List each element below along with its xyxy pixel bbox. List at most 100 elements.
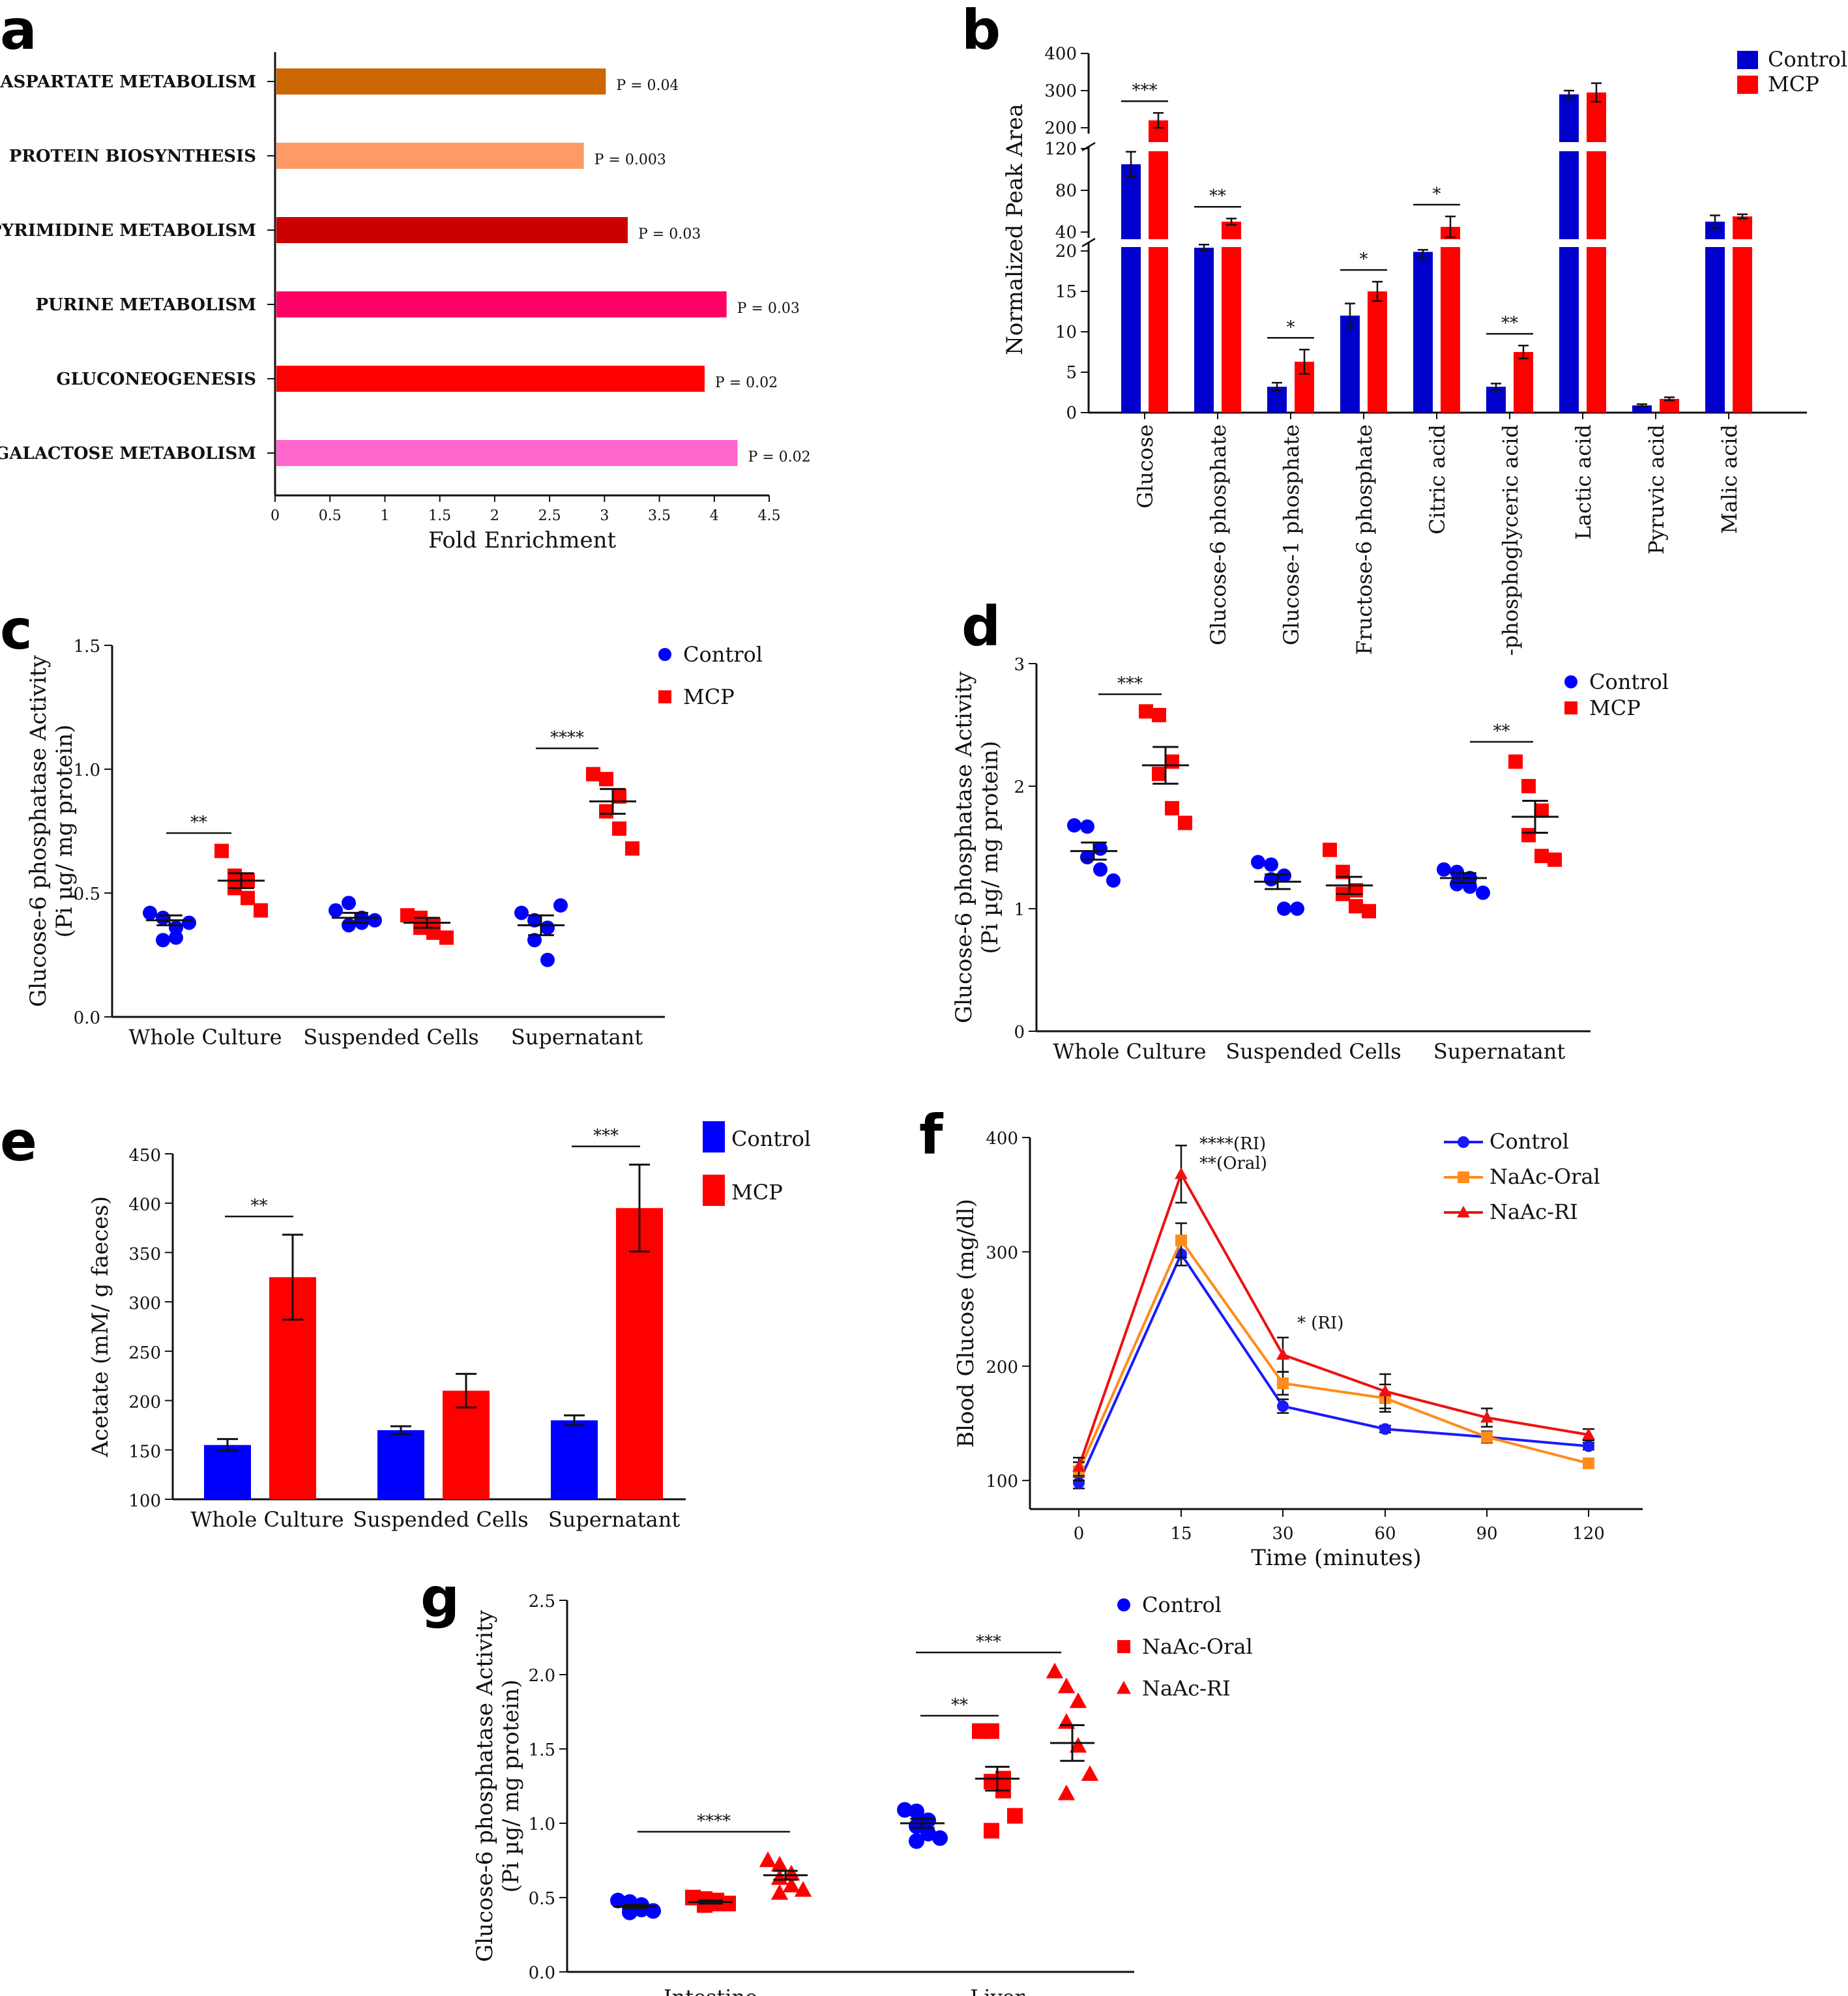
- data-point-control: [527, 933, 542, 948]
- panel-label-e: e: [0, 1109, 37, 1173]
- enrichment-bar: [276, 440, 738, 466]
- data-point-mcp: [1165, 800, 1179, 815]
- group-label: Whole Culture: [128, 1025, 282, 1049]
- x-tick-label: 0: [271, 508, 280, 524]
- y-tick-label: 1.5: [74, 637, 100, 656]
- legend-marker-control: [658, 648, 671, 661]
- data-point-control: [1463, 879, 1477, 894]
- significance-label: ***: [976, 1632, 1001, 1652]
- legend-marker-naac-ri: [1457, 1205, 1470, 1218]
- data-point-control: [1450, 864, 1464, 879]
- data-point-control: [540, 952, 555, 967]
- bar-break-gap: [1585, 142, 1607, 151]
- legend-marker-mcp: [658, 690, 671, 703]
- x-tick-label: Malic acid: [1717, 424, 1742, 534]
- panel-labels: a b c d e f g: [0, 0, 1001, 1630]
- group-label: Suspended Cells: [1225, 1039, 1401, 1064]
- legend-swatch-control: [1737, 51, 1758, 69]
- y-tick-label: 15: [1055, 282, 1077, 302]
- bar-mcp: [1222, 222, 1241, 413]
- y-axis-title-units: (Pi µg/ mg protein): [498, 1679, 524, 1892]
- data-point-mcp: [1178, 815, 1192, 830]
- group-label: Suspended Cells: [353, 1507, 528, 1532]
- data-point-mcp: [254, 903, 268, 918]
- y-tick-label: 0.5: [74, 885, 100, 904]
- significance-label: ***: [1132, 81, 1158, 100]
- group-label: Supernatant: [511, 1025, 643, 1049]
- data-point-control: [182, 915, 196, 930]
- legend-marker-control: [1117, 1598, 1130, 1611]
- data-point-control: [1476, 885, 1490, 900]
- y-tick-label: 2: [1014, 778, 1025, 797]
- data-point-control: [527, 913, 542, 928]
- category-label: GLUCONEOGENESIS: [56, 370, 256, 389]
- p-value-label: P = 0.03: [638, 226, 701, 242]
- data-point-naac-ri: [770, 1884, 789, 1900]
- data-point-control: [143, 905, 157, 920]
- y-tick-label: 5: [1066, 363, 1077, 383]
- legend-label: NaAc-RI: [1489, 1199, 1578, 1224]
- data-point-naac-oral: [1583, 1457, 1594, 1469]
- data-point-naac-ri: [1069, 1692, 1087, 1709]
- panel-label-f: f: [919, 1103, 944, 1167]
- y-axis-title: Glucose-6 phosphatase Activity: [472, 1609, 498, 1962]
- data-point-control: [897, 1802, 913, 1818]
- data-point-naac-oral: [1277, 1377, 1289, 1390]
- data-point-mcp: [1152, 767, 1166, 782]
- y-tick-label: 3: [1014, 655, 1025, 675]
- y-tick-label: 100: [986, 1472, 1018, 1491]
- legend-label: Control: [1768, 47, 1847, 72]
- annotation: **(Oral): [1199, 1154, 1267, 1173]
- p-value-label: P = 0.03: [737, 301, 800, 317]
- y-tick-label: 450: [128, 1146, 161, 1166]
- data-point-control: [1277, 1400, 1289, 1413]
- legend-swatch-mcp: [1737, 76, 1758, 94]
- data-point-control: [1437, 862, 1451, 877]
- data-point-control: [1264, 872, 1278, 887]
- data-point-naac-ri: [1046, 1662, 1064, 1679]
- x-tick-label: 4: [710, 508, 719, 524]
- data-point-naac-ri: [770, 1856, 789, 1872]
- x-tick-label: Glucose: [1133, 424, 1158, 508]
- significance-label: ****: [550, 728, 584, 748]
- panel-label-a: a: [0, 0, 37, 62]
- data-point-naac-ri: [759, 1851, 777, 1868]
- data-point-mcp: [439, 930, 454, 945]
- x-tick-label: 60: [1374, 1524, 1396, 1544]
- y-axis-title-units: (Pi µg/ mg protein): [977, 741, 1003, 954]
- enrichment-bar: [276, 68, 606, 95]
- data-point-control: [932, 1830, 948, 1846]
- data-point-mcp: [227, 868, 242, 883]
- y-tick-label: 400: [1044, 44, 1077, 64]
- y-axis-title-units: (Pi µg/ mg protein): [51, 724, 78, 937]
- significance-label: *: [1287, 317, 1295, 337]
- x-tick-label: Glucose-1 phosphate: [1279, 424, 1304, 645]
- category-label: ASPARTATE METABOLISM: [0, 72, 256, 92]
- y-tick-label: 120: [1044, 139, 1077, 159]
- bar-control: [204, 1445, 251, 1499]
- data-point-control: [156, 933, 170, 948]
- group-label: Supernatant: [548, 1507, 680, 1532]
- data-point-mcp: [1521, 828, 1536, 843]
- y-tick-label: 0.0: [529, 1963, 555, 1983]
- enrichment-bar: [276, 291, 727, 317]
- bar-mcp: [1514, 352, 1533, 413]
- significance-label: *: [1360, 250, 1368, 269]
- y-tick-label: 1.5: [529, 1740, 555, 1760]
- legend-marker-control: [1564, 675, 1577, 688]
- legend-label: MCP: [683, 684, 735, 709]
- data-point-control: [1277, 868, 1291, 883]
- legend-label: Control: [731, 1126, 811, 1151]
- bar-break-gap: [1120, 239, 1142, 247]
- data-point-naac-ri: [1582, 1428, 1595, 1440]
- bar-control: [551, 1420, 598, 1499]
- enrichment-bar: [276, 217, 628, 243]
- bar-mcp: [1441, 227, 1460, 413]
- x-tick-label: Pyruvic acid: [1644, 424, 1669, 555]
- legend-marker-naac-ri: [1117, 1680, 1131, 1694]
- data-point-control: [1106, 873, 1121, 888]
- x-tick-label: 2.5: [538, 508, 561, 524]
- bar-mcp: [1149, 120, 1168, 413]
- x-tick-label: 1.5: [428, 508, 451, 524]
